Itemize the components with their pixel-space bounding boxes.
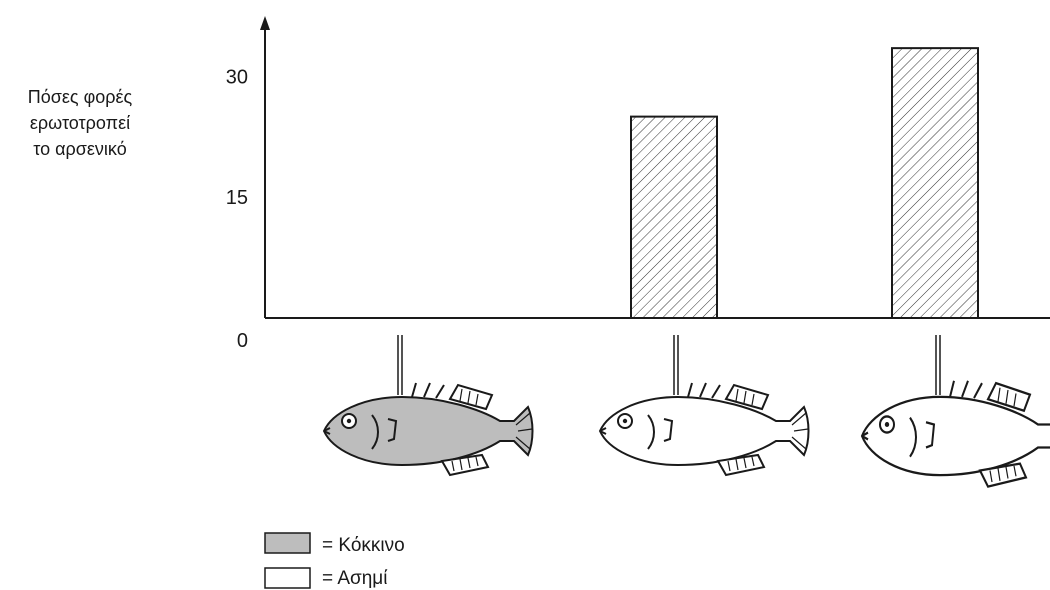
bar-silver-fish [630, 115, 718, 319]
bars [630, 47, 979, 320]
legend-swatch-red [264, 532, 311, 554]
y-tick-label: 30 [226, 66, 248, 88]
y-tick-label: 15 [226, 187, 248, 209]
legend-label-red: = Κόκκινο [322, 535, 405, 556]
bar-silver-fish-swollen [891, 47, 979, 320]
y-axis-label-line: Πόσες φορές [28, 87, 133, 107]
silver-fish-swollen-icon [860, 335, 1050, 488]
legend: = Κόκκινο = Ασημί [264, 532, 405, 589]
y-axis-label-line: το αρσενικό [33, 139, 126, 159]
y-axis-label: Πόσες φορές ερωτοτροπεί το αρσενικό [28, 87, 133, 159]
legend-label-silver: = Ασημί [322, 568, 388, 589]
red-fish-icon [323, 335, 534, 476]
legend-swatch-silver [264, 567, 311, 589]
y-tick-label: 0 [237, 330, 248, 352]
y-ticks: 0 15 30 [226, 66, 248, 352]
y-axis-arrowhead [260, 16, 270, 30]
y-axis-label-line: ερωτοτροπεί [30, 113, 130, 133]
silver-fish-icon [599, 335, 810, 476]
